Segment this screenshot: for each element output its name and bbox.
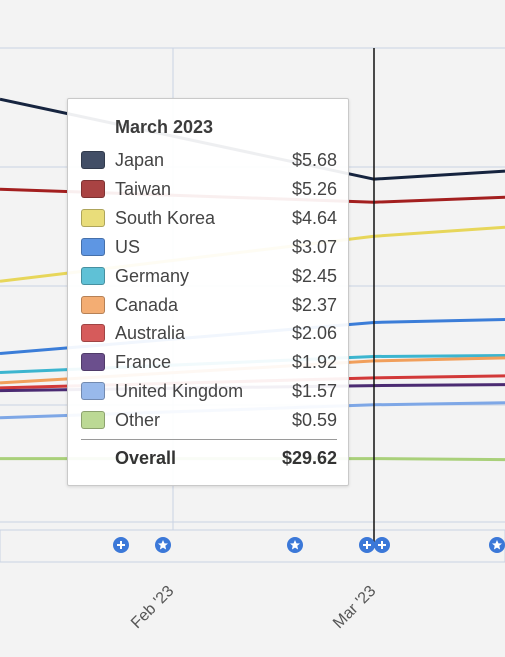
tooltip-total-value: $29.62 (281, 448, 337, 468)
tooltip-row: Canada $2.37 (81, 295, 337, 317)
tooltip-series-label: US (115, 236, 141, 257)
tooltip-series-label: France (115, 352, 172, 373)
star-icon (155, 537, 171, 553)
plus-icon (374, 537, 390, 553)
tooltip-series-label: Taiwan (115, 178, 172, 199)
tooltip-separator (81, 439, 337, 440)
tooltip-row: United Kingdom $1.57 (81, 381, 337, 403)
tooltip-series-value: $2.45 (291, 265, 337, 286)
marker-band (0, 529, 505, 563)
star-glyph (290, 540, 300, 550)
tooltip-row: France $1.92 (81, 352, 337, 374)
event-markers (113, 537, 505, 553)
plus-glyph (378, 541, 386, 549)
star-glyph (492, 540, 502, 550)
tooltip-series-label: Canada (115, 294, 179, 315)
tooltip-row: South Korea $4.64 (81, 208, 337, 230)
tooltip-row: Germany $2.45 (81, 266, 337, 288)
data-tooltip: March 2023 Japan $5.68 Taiwan $5.26 South Ko… (67, 98, 349, 486)
tooltip-row: Australia $2.06 (81, 323, 337, 345)
tooltip-series-value: $2.37 (291, 294, 337, 315)
tooltip-series-label: Other (115, 410, 161, 431)
tooltip-series-label: Australia (115, 323, 186, 344)
plus-icon (359, 537, 375, 553)
tooltip-series-value: $2.06 (291, 323, 337, 344)
legend-swatch (81, 266, 105, 285)
legend-swatch (81, 411, 105, 430)
tooltip-series-label: Japan (115, 150, 165, 170)
plus-icon (113, 537, 129, 553)
tooltip-total-label: Overall (115, 448, 177, 468)
plus-glyph (363, 541, 371, 549)
star-glyph (158, 540, 168, 550)
tooltip-row: Taiwan $5.26 (81, 179, 337, 201)
tooltip-series-value: $5.68 (291, 150, 337, 170)
tooltip-row: Other $0.59 (81, 410, 337, 432)
tooltip-series-label: Germany (115, 265, 190, 286)
star-icon (287, 537, 303, 553)
tooltip-series-label: United Kingdom (115, 381, 244, 402)
legend-swatch (81, 237, 105, 256)
star-icon (489, 537, 505, 553)
tooltip-series-value: $3.07 (291, 236, 337, 257)
tooltip-series-value: $4.64 (291, 207, 337, 228)
legend-swatch (81, 382, 105, 401)
tooltip-series-value: $5.26 (291, 178, 337, 199)
legend-swatch (81, 179, 105, 198)
legend-swatch (81, 295, 105, 314)
legend-swatch (81, 353, 105, 372)
tooltip-total-row: Overall $29.62 (81, 448, 337, 470)
tooltip-row: US $3.07 (81, 237, 337, 259)
legend-swatch (81, 324, 105, 343)
tooltip-series-value: $1.57 (291, 381, 337, 402)
tooltip-series-value: $0.59 (291, 410, 337, 431)
tooltip-series-value: $1.92 (291, 352, 337, 373)
plus-glyph (117, 541, 125, 549)
legend-swatch (81, 151, 105, 169)
tooltip-series-label: South Korea (115, 207, 216, 228)
tooltip-title: March 2023 (115, 117, 214, 137)
tooltip-row: Japan $5.68 (81, 150, 337, 172)
legend-swatch (81, 208, 105, 227)
